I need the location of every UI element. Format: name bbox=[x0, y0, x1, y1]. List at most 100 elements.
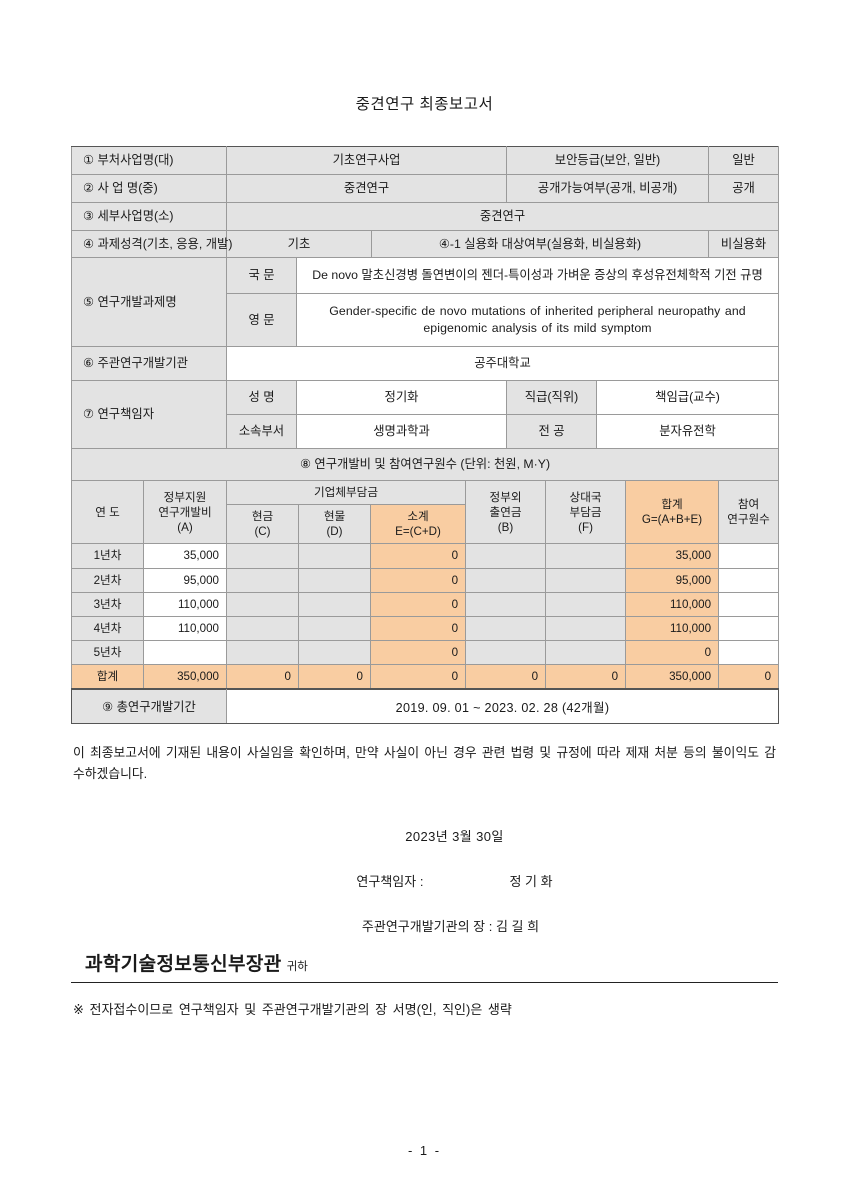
nongov-line3: (B) bbox=[497, 520, 514, 534]
row-label-year: 1년차 bbox=[71, 543, 144, 569]
ministry-honorific: 귀하 bbox=[286, 961, 308, 974]
col-header-grand-total: 합계 G=(A+B+E) bbox=[625, 480, 720, 545]
pi-dept-value: 생명과학과 bbox=[295, 414, 508, 450]
budget-header-row: 현금 (C) 현물 (D) 소계 E=(C+D) bbox=[72, 504, 779, 545]
project-info-table: ① 부처사업명(대) 기초연구사업 보안등급(보안, 일반) 일반 ② 사 업 … bbox=[70, 145, 780, 482]
korean-title-label: 국 문 bbox=[226, 257, 297, 295]
cell-gov-support: 35,000 bbox=[143, 543, 227, 569]
declaration-statement: 이 최종보고서에 기재된 내용이 사실임을 확인하며, 만약 사실이 아닌 경우… bbox=[73, 744, 776, 781]
horizontal-divider bbox=[71, 982, 778, 984]
korean-title-value: De novo 말초신경병 돌연변이의 젠더-특이성과 가벼운 증상의 후성유전… bbox=[295, 257, 780, 295]
program-name-value: 중견연구 bbox=[225, 173, 508, 203]
row-label-year: 5년차 bbox=[71, 639, 144, 665]
project-character-value: 기초 bbox=[226, 229, 372, 259]
disclosure-label: 공개가능여부(공개, 비공개) bbox=[506, 173, 710, 203]
budget-section-banner: ⑧ 연구개발비 및 참여연구원수 (단위: 천원, M·Y) bbox=[70, 448, 780, 482]
cell-partner bbox=[545, 615, 627, 641]
table-row: 소속부서 생명과학과 전 공 분자유전학 bbox=[72, 414, 780, 450]
pi-name-value: 정기화 bbox=[295, 380, 508, 416]
table-row: ④ 과제성격(기초, 응용, 개발) 기초 ④-1 실용화 대상여부(실용화, … bbox=[71, 229, 780, 259]
col-header-researchers: 참여 연구원수 bbox=[718, 480, 780, 545]
cell-subtotal: 0 bbox=[369, 639, 467, 665]
table-row-total: 합계 350,000 0 0 0 0 0 350,000 0 bbox=[71, 663, 780, 689]
signature-date: 2023년 3월 30일 bbox=[405, 829, 504, 845]
pi-major-value: 분자유전학 bbox=[596, 414, 780, 450]
table-row: ① 부처사업명(대) 기초연구사업 보안등급(보안, 일반) 일반 bbox=[71, 145, 780, 175]
org-head-signature-name: 김 길 희 bbox=[495, 919, 540, 935]
table-row: ⑨ 총연구개발기간 2019. 09. 01 ~ 2023. 02. 28 (4… bbox=[71, 688, 779, 724]
grand-total-line2: G=(A+B+E) bbox=[641, 513, 703, 527]
commercialization-label: ④-1 실용화 대상여부(실용화, 비실용화) bbox=[370, 229, 710, 259]
english-title-label: 영 문 bbox=[226, 293, 297, 348]
cell-subtotal: 0 bbox=[369, 615, 467, 641]
research-period-value: 2019. 09. 01 ~ 2023. 02. 28 (42개월) bbox=[226, 688, 779, 724]
cell-inkind bbox=[298, 543, 371, 569]
inkind-line1: 현물 bbox=[323, 510, 346, 524]
researchers-line2: 연구원수 bbox=[727, 513, 770, 527]
partner-line3: (F) bbox=[578, 520, 593, 534]
cell-partner bbox=[545, 639, 627, 665]
cell-researchers bbox=[718, 591, 780, 617]
total-subtotal: 0 bbox=[369, 663, 467, 689]
table-row: ③ 세부사업명(소) 중견연구 bbox=[71, 201, 780, 231]
total-grand-total: 350,000 bbox=[625, 663, 720, 689]
col-header-inkind: 현물 (D) bbox=[298, 504, 371, 545]
table-row: 영 문 Gender-specific de novo mutations of… bbox=[72, 293, 780, 348]
pi-rank-value: 책임급(교수) bbox=[596, 380, 780, 416]
total-gov-support: 350,000 bbox=[143, 663, 227, 689]
table-row: 3년차 110,000 0 110,000 bbox=[71, 591, 780, 617]
cell-inkind bbox=[298, 615, 371, 641]
research-period-table: ⑨ 총연구개발기간 2019. 09. 01 ~ 2023. 02. 28 (4… bbox=[71, 688, 779, 724]
pi-signature-name: 정 기 화 bbox=[509, 874, 553, 890]
row-label-year: 3년차 bbox=[71, 591, 144, 617]
cell-partner bbox=[545, 543, 627, 569]
table-row: ⑧ 연구개발비 및 참여연구원수 (단위: 천원, M·Y) bbox=[70, 448, 780, 482]
cell-researchers bbox=[718, 543, 780, 569]
table-row: ⑥ 주관연구개발기관 공주대학교 bbox=[71, 346, 780, 382]
cell-gov-support: 110,000 bbox=[143, 615, 227, 641]
host-organization-value: 공주대학교 bbox=[225, 346, 780, 382]
ministry-name: 과학기술정보통신부장관 bbox=[85, 954, 282, 976]
table-row: 4년차 110,000 0 110,000 bbox=[71, 615, 780, 641]
security-grade-value: 일반 bbox=[708, 145, 780, 175]
cell-inkind bbox=[298, 639, 371, 665]
pi-dept-label: 소속부서 bbox=[226, 414, 297, 450]
cell-gov-support: 110,000 bbox=[143, 591, 227, 617]
cell-researchers bbox=[718, 567, 780, 593]
cell-subtotal: 0 bbox=[369, 543, 467, 569]
pi-name-label: 성 명 bbox=[226, 380, 297, 416]
subtotal-line1: 소계 bbox=[407, 510, 429, 524]
subtotal-line2: E=(C+D) bbox=[395, 525, 441, 539]
partner-line1: 상대국 bbox=[569, 490, 602, 504]
project-title-label: ⑤ 연구개발과제명 bbox=[71, 257, 227, 348]
page-title: 중견연구 최종보고서 bbox=[355, 96, 494, 113]
project-character-label: ④ 과제성격(기초, 응용, 개발) bbox=[71, 229, 232, 259]
ministry-addressee: 과학기술정보통신부장관 귀하 bbox=[71, 949, 778, 976]
cell-partner bbox=[545, 567, 627, 593]
cell-nongov bbox=[465, 543, 547, 569]
budget-header-row: 연 도 정부지원 연구개발비 (A) 기업체부담금 정부외 출연금 (B) 상대… bbox=[71, 480, 780, 545]
cash-line1: 현금 bbox=[251, 510, 274, 524]
cell-partner bbox=[545, 591, 627, 617]
page-number: - 1 - bbox=[407, 1143, 442, 1158]
researchers-line1: 참여 bbox=[737, 498, 760, 512]
ministry-program-label: ① 부처사업명(대) bbox=[71, 145, 227, 175]
pi-rank-label: 직급(직위) bbox=[506, 380, 598, 416]
gov-support-line2: 연구개발비 bbox=[158, 505, 212, 519]
table-row: ② 사 업 명(중) 중견연구 공개가능여부(공개, 비공개) 공개 bbox=[71, 173, 780, 203]
cell-cash bbox=[226, 543, 299, 569]
table-row: 2년차 95,000 0 95,000 bbox=[71, 567, 780, 593]
cell-cash bbox=[226, 639, 299, 665]
subprogram-value: 중견연구 bbox=[225, 201, 780, 231]
host-organization-label: ⑥ 주관연구개발기관 bbox=[71, 346, 227, 382]
total-inkind: 0 bbox=[298, 663, 371, 689]
research-period-label: ⑨ 총연구개발기간 bbox=[71, 688, 227, 724]
cell-grand-total: 110,000 bbox=[625, 615, 720, 641]
row-label-total: 합계 bbox=[71, 663, 144, 689]
cell-nongov bbox=[465, 591, 547, 617]
cell-cash bbox=[226, 615, 299, 641]
col-header-year: 연 도 bbox=[71, 480, 144, 545]
col-header-cash: 현금 (C) bbox=[226, 504, 299, 545]
budget-table: 연 도 정부지원 연구개발비 (A) 기업체부담금 정부외 출연금 (B) 상대… bbox=[71, 480, 780, 689]
